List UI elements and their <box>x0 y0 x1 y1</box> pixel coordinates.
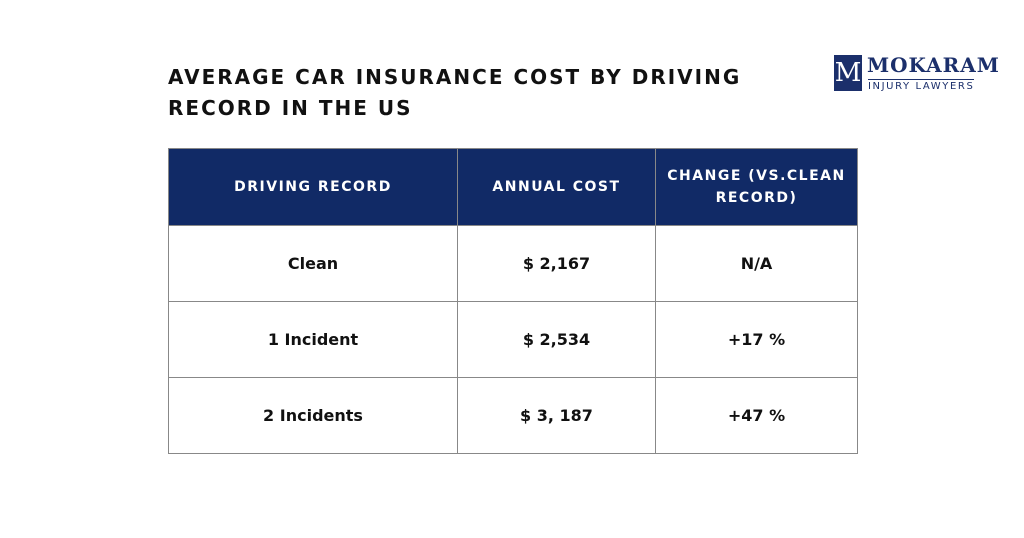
cell: $ 2,534 <box>457 301 656 378</box>
cell: Clean <box>168 225 458 302</box>
table-row: 2 Incidents $ 3, 187 +47 % <box>168 377 858 454</box>
cell: 1 Incident <box>168 301 458 378</box>
column-header: ANNUAL COST <box>457 148 656 226</box>
logo-mark: M <box>834 55 862 91</box>
logo-tagline: INJURY LAWYERS <box>868 79 975 92</box>
cell: +47 % <box>655 377 858 454</box>
cell: $ 2,167 <box>457 225 656 302</box>
table-row: Clean $ 2,167 N/A <box>168 225 858 302</box>
logo-name: MOKARAM <box>867 53 1000 77</box>
cell: +17 % <box>655 301 858 378</box>
column-header: CHANGE (VS.CLEAN RECORD) <box>655 148 858 226</box>
cell: $ 3, 187 <box>457 377 656 454</box>
table-head: DRIVING RECORD ANNUAL COST CHANGE (VS.CL… <box>168 148 858 226</box>
cell: 2 Incidents <box>168 377 458 454</box>
table-row: 1 Incident $ 2,534 +17 % <box>168 301 858 378</box>
cost-table: DRIVING RECORD ANNUAL COST CHANGE (VS.CL… <box>168 148 858 454</box>
column-header: DRIVING RECORD <box>168 148 458 226</box>
cell: N/A <box>655 225 858 302</box>
table-body: Clean $ 2,167 N/A 1 Incident $ 2,534 +17… <box>168 225 858 454</box>
title: AVERAGE CAR INSURANCE COST BY DRIVING RE… <box>168 65 742 120</box>
header-row: DRIVING RECORD ANNUAL COST CHANGE (VS.CL… <box>168 148 858 226</box>
